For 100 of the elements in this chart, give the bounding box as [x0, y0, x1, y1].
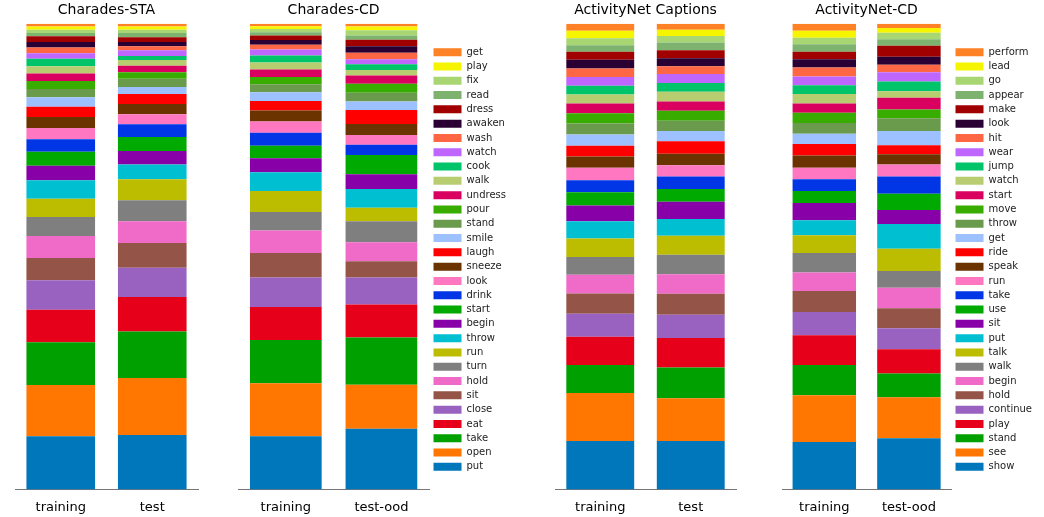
bar [656, 42, 725, 51]
bar [566, 313, 635, 337]
bar [249, 84, 322, 93]
legend-label: watch [988, 174, 1019, 186]
bar [249, 40, 322, 45]
bar [877, 308, 941, 329]
bar [656, 58, 725, 67]
bar [117, 297, 187, 332]
legend-label: sneeze [466, 260, 502, 272]
bar [26, 258, 96, 281]
bar [345, 155, 418, 175]
bar [792, 103, 857, 113]
bar [566, 238, 635, 258]
bar [249, 132, 322, 146]
bar [249, 172, 322, 191]
bar [877, 81, 941, 92]
legend-label: use [988, 303, 1007, 315]
bar [249, 110, 322, 122]
bar [566, 38, 635, 46]
legend-label: walk [988, 360, 1012, 372]
bar [566, 257, 635, 275]
bar [877, 271, 941, 288]
bar [249, 190, 322, 212]
bar [877, 39, 941, 46]
bar [792, 365, 857, 396]
bar [792, 67, 857, 77]
bar [345, 75, 418, 84]
bar [566, 23, 635, 31]
bar [249, 62, 322, 70]
bar [877, 154, 941, 165]
bar [345, 23, 418, 27]
legend-label: hold [988, 388, 1011, 400]
bar [117, 124, 187, 137]
legend-label: drink [466, 288, 493, 300]
bar [117, 136, 187, 151]
x-tick-label: test-ood [881, 498, 936, 514]
bar [117, 60, 187, 66]
bar [117, 103, 187, 115]
bar [26, 58, 96, 67]
bar [26, 88, 96, 98]
bar [656, 35, 725, 43]
bar [656, 130, 725, 142]
legend-label: sit [466, 388, 479, 400]
x-tick-label: test [678, 498, 704, 514]
bar [117, 72, 187, 79]
x-tick-label: training [575, 498, 626, 514]
bar [26, 280, 96, 310]
bar [345, 109, 418, 124]
bar [566, 365, 635, 394]
bar [345, 144, 418, 156]
legend-label: hit [988, 131, 1002, 143]
bar [877, 224, 941, 249]
bar [249, 121, 322, 133]
bar [26, 436, 96, 490]
bar [249, 35, 322, 41]
bar [792, 220, 857, 236]
bar [26, 342, 96, 386]
legend-label: stand [988, 431, 1017, 443]
bar [792, 122, 857, 134]
bar [656, 82, 725, 92]
bar [117, 41, 187, 47]
legend-label: get [988, 231, 1006, 243]
legend-label: take [466, 431, 489, 443]
bar [345, 261, 418, 278]
legend-label: cook [466, 160, 491, 172]
bar [249, 76, 322, 85]
bar [877, 91, 941, 98]
bar [26, 41, 96, 48]
bar [877, 210, 941, 225]
bar [656, 274, 725, 294]
bar [117, 78, 187, 88]
bar [26, 139, 96, 152]
chart-title: Charades-STA [57, 1, 156, 18]
bar [792, 203, 857, 221]
bar [792, 30, 857, 38]
bar [656, 235, 725, 255]
bar [877, 27, 941, 33]
legend-label: smile [466, 231, 494, 243]
bar [656, 101, 725, 111]
legend-label: wear [988, 145, 1014, 157]
legend-label: put [988, 331, 1006, 343]
bar [249, 69, 322, 77]
legend-label: eat [466, 417, 483, 429]
bar [249, 55, 322, 63]
legend-label: throw [988, 217, 1017, 229]
legend-label: play [466, 60, 488, 72]
bar [656, 120, 725, 131]
legend-label: jump [987, 160, 1014, 172]
bar [117, 331, 187, 379]
bar [249, 145, 322, 159]
bar [656, 398, 725, 441]
legend-label: fix [466, 74, 479, 86]
legend-label: stand [466, 217, 495, 229]
bar [566, 167, 635, 181]
bar [345, 428, 418, 490]
bar [26, 309, 96, 343]
bar [249, 101, 322, 111]
bar [26, 128, 96, 140]
bar [345, 30, 418, 36]
bar [792, 155, 857, 168]
